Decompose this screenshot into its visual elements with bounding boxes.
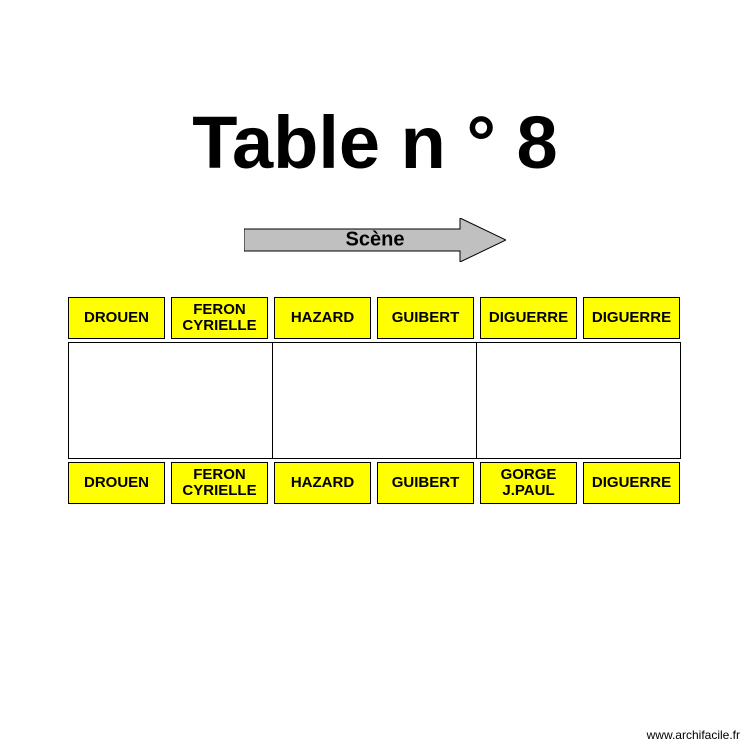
seat: DROUEN bbox=[68, 297, 165, 339]
seat: FERON CYRIELLE bbox=[171, 462, 268, 504]
page-title: Table n ° 8 bbox=[0, 100, 750, 185]
arrow-label: Scène bbox=[346, 229, 405, 252]
seat: DIGUERRE bbox=[583, 297, 680, 339]
seat: DIGUERRE bbox=[583, 462, 680, 504]
seat: FERON CYRIELLE bbox=[171, 297, 268, 339]
table-cell bbox=[68, 342, 273, 459]
table-row bbox=[68, 342, 681, 459]
seat: DIGUERRE bbox=[480, 297, 577, 339]
seat: GUIBERT bbox=[377, 462, 474, 504]
table-cell bbox=[476, 342, 681, 459]
seat-row-bottom: DROUENFERON CYRIELLEHAZARDGUIBERTGORGE J… bbox=[68, 462, 680, 504]
footer-credit: www.archifacile.fr bbox=[647, 728, 740, 742]
seat-row-top: DROUENFERON CYRIELLEHAZARDGUIBERTDIGUERR… bbox=[68, 297, 680, 339]
seat: GUIBERT bbox=[377, 297, 474, 339]
scene-arrow: Scène bbox=[244, 218, 506, 262]
seat: GORGE J.PAUL bbox=[480, 462, 577, 504]
seat: HAZARD bbox=[274, 462, 371, 504]
table-cell bbox=[272, 342, 477, 459]
seat: HAZARD bbox=[274, 297, 371, 339]
seat: DROUEN bbox=[68, 462, 165, 504]
